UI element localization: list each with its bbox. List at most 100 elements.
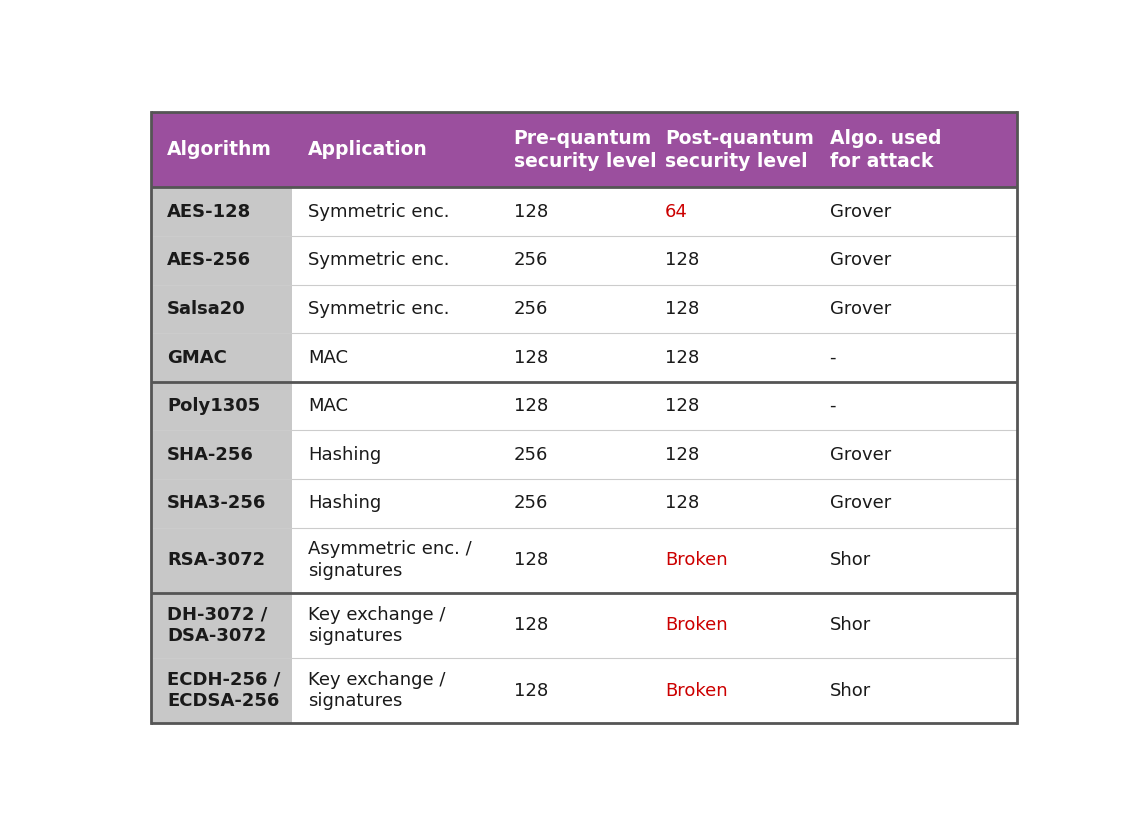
Text: 128: 128 <box>514 397 548 415</box>
Bar <box>152 528 293 593</box>
Text: MAC: MAC <box>308 397 349 415</box>
Text: 128: 128 <box>665 397 699 415</box>
Text: Broken: Broken <box>665 616 727 634</box>
Bar <box>814 236 983 284</box>
Text: 256: 256 <box>514 300 548 318</box>
Text: Symmetric enc.: Symmetric enc. <box>308 300 450 318</box>
Text: 128: 128 <box>514 616 548 634</box>
Bar <box>152 430 293 479</box>
Bar <box>293 430 498 479</box>
Text: Grover: Grover <box>830 203 890 221</box>
Bar <box>649 479 814 528</box>
Text: 128: 128 <box>665 251 699 270</box>
Text: AES-128: AES-128 <box>168 203 252 221</box>
Bar <box>498 658 649 724</box>
Bar <box>293 382 498 430</box>
Bar <box>649 188 814 236</box>
Bar <box>814 658 983 724</box>
Text: DH-3072 /
DSA-3072: DH-3072 / DSA-3072 <box>168 605 268 645</box>
Text: RSA-3072: RSA-3072 <box>168 552 266 569</box>
Bar <box>152 333 293 382</box>
Text: 256: 256 <box>514 495 548 512</box>
Text: Broken: Broken <box>665 681 727 700</box>
Bar <box>814 479 983 528</box>
Bar <box>152 382 293 430</box>
Bar <box>814 382 983 430</box>
Text: Pre-quantum
security level: Pre-quantum security level <box>514 129 657 170</box>
Bar <box>498 382 649 430</box>
Bar <box>814 188 983 236</box>
Text: 128: 128 <box>514 681 548 700</box>
Text: Post-quantum
security level: Post-quantum security level <box>665 129 814 170</box>
Text: Shor: Shor <box>830 552 871 569</box>
Text: MAC: MAC <box>308 348 349 366</box>
Text: Grover: Grover <box>830 251 890 270</box>
Bar <box>814 430 983 479</box>
Bar <box>498 284 649 333</box>
Bar <box>498 479 649 528</box>
Text: SHA3-256: SHA3-256 <box>168 495 267 512</box>
Bar <box>152 236 293 284</box>
Bar <box>498 528 649 593</box>
Text: Grover: Grover <box>830 446 890 464</box>
Text: Symmetric enc.: Symmetric enc. <box>308 203 450 221</box>
Bar <box>293 593 498 658</box>
Text: Asymmetric enc. /
signatures: Asymmetric enc. / signatures <box>308 541 472 580</box>
Text: Hashing: Hashing <box>308 446 382 464</box>
Bar <box>293 188 498 236</box>
Text: Salsa20: Salsa20 <box>168 300 246 318</box>
Text: Algorithm: Algorithm <box>168 141 272 160</box>
Text: 128: 128 <box>514 203 548 221</box>
Bar <box>814 593 983 658</box>
Text: Algo. used
for attack: Algo. used for attack <box>830 129 942 170</box>
Bar <box>814 333 983 382</box>
Bar <box>498 188 649 236</box>
Text: Hashing: Hashing <box>308 495 382 512</box>
Text: Poly1305: Poly1305 <box>168 397 260 415</box>
Bar <box>498 430 649 479</box>
Bar <box>293 479 498 528</box>
Bar <box>293 528 498 593</box>
Bar <box>814 284 983 333</box>
Bar <box>152 658 293 724</box>
Text: 64: 64 <box>665 203 687 221</box>
Text: Shor: Shor <box>830 616 871 634</box>
Bar <box>152 284 293 333</box>
Text: 128: 128 <box>665 348 699 366</box>
Bar <box>152 188 293 236</box>
Bar <box>152 112 1017 188</box>
Text: 128: 128 <box>514 348 548 366</box>
Bar <box>498 593 649 658</box>
Bar <box>814 528 983 593</box>
Bar <box>649 236 814 284</box>
Text: ECDH-256 /
ECDSA-256: ECDH-256 / ECDSA-256 <box>168 671 280 710</box>
Bar <box>649 528 814 593</box>
Text: GMAC: GMAC <box>168 348 227 366</box>
Text: Symmetric enc.: Symmetric enc. <box>308 251 450 270</box>
Bar <box>152 479 293 528</box>
Bar <box>498 333 649 382</box>
Text: 256: 256 <box>514 446 548 464</box>
Text: 128: 128 <box>514 552 548 569</box>
Text: Grover: Grover <box>830 495 890 512</box>
Text: -: - <box>830 397 836 415</box>
Bar <box>649 382 814 430</box>
Text: Broken: Broken <box>665 552 727 569</box>
Bar <box>293 236 498 284</box>
Bar <box>152 593 293 658</box>
Bar <box>293 333 498 382</box>
Text: AES-256: AES-256 <box>168 251 251 270</box>
Bar <box>649 284 814 333</box>
Text: Application: Application <box>308 141 429 160</box>
Text: 128: 128 <box>665 446 699 464</box>
Bar <box>293 284 498 333</box>
Text: Grover: Grover <box>830 300 890 318</box>
Text: 128: 128 <box>665 495 699 512</box>
Text: -: - <box>830 348 836 366</box>
Bar <box>649 333 814 382</box>
Bar <box>498 236 649 284</box>
Text: 256: 256 <box>514 251 548 270</box>
Text: SHA-256: SHA-256 <box>168 446 254 464</box>
Bar <box>649 658 814 724</box>
Bar <box>649 430 814 479</box>
